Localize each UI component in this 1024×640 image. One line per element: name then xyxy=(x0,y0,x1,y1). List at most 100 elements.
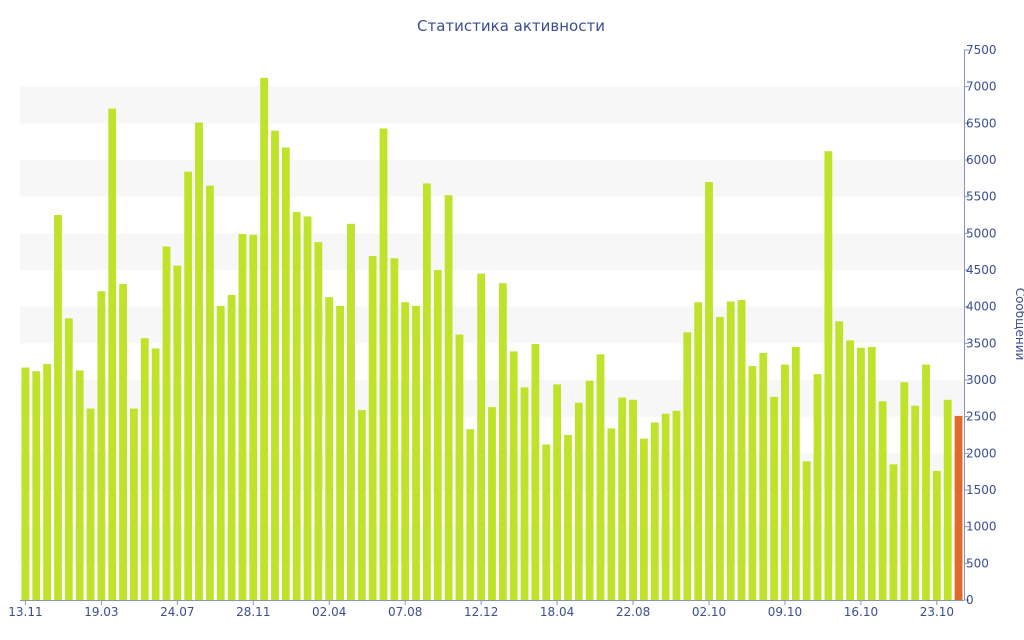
grid-band xyxy=(20,86,964,124)
bar[interactable] xyxy=(596,354,605,600)
bar[interactable] xyxy=(21,367,30,600)
bar[interactable] xyxy=(43,363,52,600)
bar[interactable] xyxy=(412,305,420,600)
bar[interactable] xyxy=(184,171,193,600)
highlighted-bar[interactable] xyxy=(954,415,963,600)
bar[interactable] xyxy=(542,444,551,600)
bar[interactable] xyxy=(618,397,627,600)
bar[interactable] xyxy=(32,371,41,600)
bar[interactable] xyxy=(325,297,334,600)
bar[interactable] xyxy=(943,399,952,600)
bar[interactable] xyxy=(162,246,171,601)
bar[interactable] xyxy=(444,195,453,600)
grid-band xyxy=(20,160,964,197)
bar[interactable] xyxy=(195,122,203,600)
y-tick-label: 4000 xyxy=(966,300,997,314)
bar[interactable] xyxy=(932,470,941,600)
bar[interactable] xyxy=(607,428,616,600)
bar[interactable] xyxy=(705,182,713,600)
bar[interactable] xyxy=(357,410,366,600)
bar[interactable] xyxy=(64,318,73,600)
bar[interactable] xyxy=(900,382,909,600)
bar[interactable] xyxy=(509,351,518,600)
bar[interactable] xyxy=(835,321,844,600)
bar[interactable] xyxy=(238,234,247,601)
bar[interactable] xyxy=(498,283,507,600)
bar[interactable] xyxy=(737,300,746,600)
bar[interactable] xyxy=(86,408,95,600)
bar[interactable] xyxy=(75,370,84,600)
bar[interactable] xyxy=(553,384,562,600)
bar[interactable] xyxy=(227,294,236,600)
bar[interactable] xyxy=(336,305,344,600)
bar[interactable] xyxy=(422,183,431,600)
bar[interactable] xyxy=(715,316,724,600)
bar[interactable] xyxy=(781,364,789,600)
bar[interactable] xyxy=(661,413,670,600)
bar[interactable] xyxy=(531,344,540,600)
y-tick-label: 3000 xyxy=(966,373,997,387)
bar[interactable] xyxy=(292,212,301,601)
bar[interactable] xyxy=(173,265,182,600)
bar[interactable] xyxy=(140,338,149,600)
bar[interactable] xyxy=(857,347,865,600)
bar[interactable] xyxy=(824,151,833,600)
bar[interactable] xyxy=(694,302,703,600)
bar[interactable] xyxy=(640,438,648,600)
bar[interactable] xyxy=(54,215,62,600)
bar[interactable] xyxy=(130,408,138,600)
bar[interactable] xyxy=(791,347,800,600)
bar[interactable] xyxy=(151,348,160,600)
bar[interactable] xyxy=(216,305,225,600)
bar[interactable] xyxy=(260,77,269,600)
bar[interactable] xyxy=(574,402,583,600)
bar[interactable] xyxy=(303,216,312,600)
bar[interactable] xyxy=(401,302,410,600)
x-tick-label: 28.11 xyxy=(236,605,270,619)
bar[interactable] xyxy=(271,130,279,600)
bar[interactable] xyxy=(922,364,930,600)
bar[interactable] xyxy=(488,407,496,600)
bar[interactable] xyxy=(97,291,106,600)
bar[interactable] xyxy=(911,405,920,600)
x-tick-label: 13.11 xyxy=(8,605,42,619)
y-tick-label: 1000 xyxy=(966,520,997,534)
bar[interactable] xyxy=(748,366,757,600)
bar[interactable] xyxy=(813,374,822,600)
bar[interactable] xyxy=(520,387,529,600)
bar[interactable] xyxy=(672,410,681,600)
bar[interactable] xyxy=(390,258,399,600)
bar[interactable] xyxy=(249,234,258,601)
bar[interactable] xyxy=(683,332,692,600)
bar[interactable] xyxy=(867,347,876,600)
bar[interactable] xyxy=(726,301,735,600)
y-tick-label: 4500 xyxy=(966,263,997,277)
bar[interactable] xyxy=(878,401,887,600)
bar[interactable] xyxy=(564,435,572,600)
bar[interactable] xyxy=(846,340,854,600)
bar[interactable] xyxy=(108,108,117,601)
bar[interactable] xyxy=(477,273,486,600)
chart-title: Статистика активности xyxy=(417,17,605,35)
bar[interactable] xyxy=(770,396,779,600)
x-tick-label: 22.08 xyxy=(616,605,650,619)
y-tick-label: 3500 xyxy=(966,336,997,350)
bar[interactable] xyxy=(629,399,637,600)
bar[interactable] xyxy=(455,334,464,600)
bar[interactable] xyxy=(314,242,323,600)
bar[interactable] xyxy=(433,270,442,600)
bar[interactable] xyxy=(119,283,127,600)
bar[interactable] xyxy=(585,380,594,600)
bar[interactable] xyxy=(802,461,811,600)
bar[interactable] xyxy=(650,422,659,600)
bar[interactable] xyxy=(368,256,377,600)
bar[interactable] xyxy=(379,128,388,600)
bar[interactable] xyxy=(347,223,355,601)
bar[interactable] xyxy=(205,185,214,600)
bar[interactable] xyxy=(759,352,768,600)
x-tick-label: 09.10 xyxy=(768,605,802,619)
bar[interactable] xyxy=(889,464,898,600)
bar[interactable] xyxy=(281,147,290,601)
bar[interactable] xyxy=(466,429,475,600)
x-tick-label: 19.03 xyxy=(84,605,118,619)
